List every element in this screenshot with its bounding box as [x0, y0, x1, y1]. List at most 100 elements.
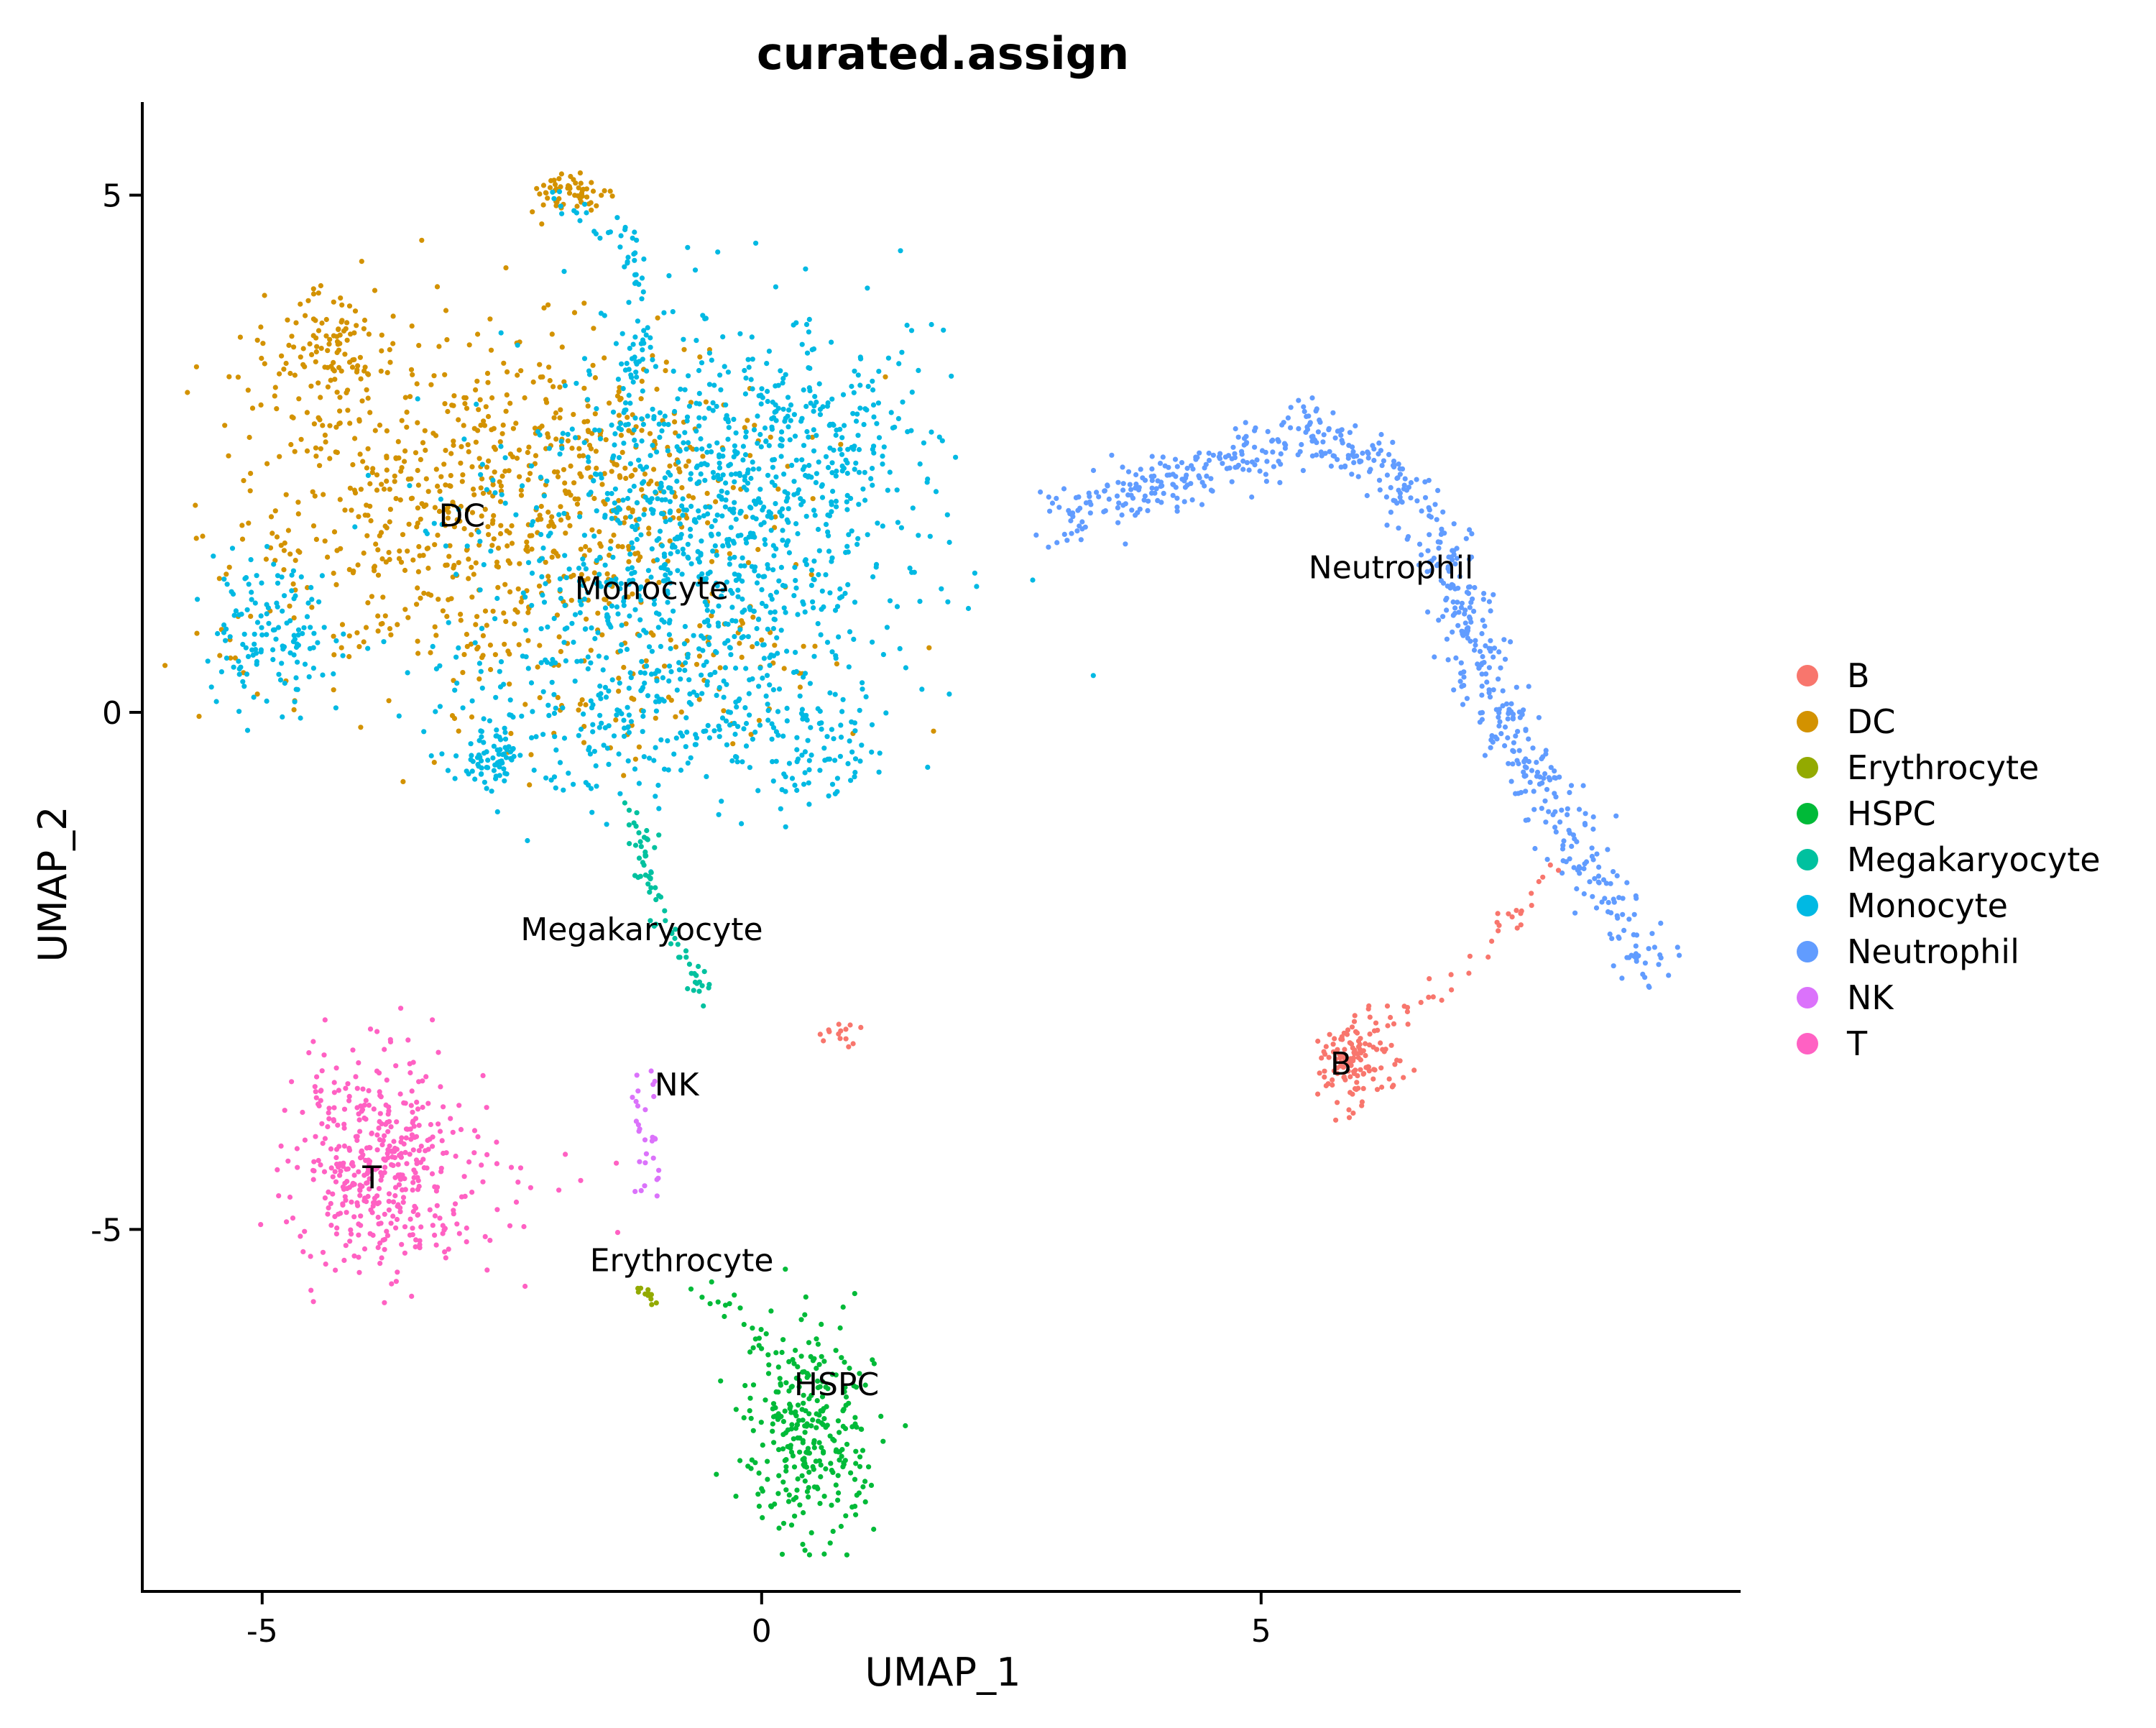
point-monocyte [756, 393, 762, 399]
point-monocyte [757, 431, 763, 438]
point-monocyte [673, 735, 679, 741]
point-neutrophil [1445, 564, 1451, 570]
point-monocyte [949, 373, 954, 379]
point-dc [607, 552, 612, 559]
point-t [475, 1134, 481, 1140]
point-t [378, 1177, 384, 1183]
point-monocyte [640, 337, 646, 343]
point-dc [495, 584, 501, 590]
point-dc [384, 369, 390, 376]
point-dc [374, 472, 380, 478]
point-monocyte [785, 395, 791, 400]
point-neutrophil [1076, 494, 1082, 500]
point-monocyte [604, 745, 611, 751]
point-monocyte [974, 584, 980, 589]
point-t [326, 1116, 332, 1121]
point-dc [349, 364, 356, 370]
point-neutrophil [1102, 488, 1107, 494]
point-t [556, 1187, 562, 1193]
point-dc [479, 476, 485, 482]
point-monocyte [469, 698, 475, 704]
point-nk [651, 1093, 657, 1100]
legend-swatch [1797, 895, 1818, 916]
point-monocyte [498, 330, 504, 336]
point-b [1319, 1055, 1325, 1061]
point-neutrophil [1402, 476, 1408, 482]
point-monocyte [452, 776, 458, 781]
point-monocyte [756, 466, 762, 472]
point-dc [373, 541, 379, 547]
point-dc [420, 553, 426, 559]
point-monocyte [606, 761, 612, 767]
point-monocyte [788, 402, 794, 408]
point-dc [476, 676, 482, 682]
point-neutrophil [1158, 500, 1164, 505]
point-monocyte [627, 488, 633, 494]
point-monocyte [579, 602, 584, 607]
point-monocyte [439, 522, 445, 528]
point-monocyte [320, 672, 326, 678]
point-dc [592, 374, 599, 381]
point-b [1378, 1040, 1383, 1046]
point-dc [625, 415, 630, 420]
point-dc [331, 652, 337, 658]
point-dc [646, 530, 652, 537]
point-neutrophil [1460, 633, 1466, 638]
point-monocyte [596, 571, 602, 577]
point-neutrophil [1419, 508, 1424, 514]
point-dc [462, 400, 468, 407]
point-monocyte [729, 617, 735, 624]
point-nk [638, 1187, 644, 1193]
point-neutrophil [1526, 758, 1532, 765]
point-dc [281, 366, 287, 372]
point-monocyte [501, 751, 507, 757]
point-dc [515, 372, 520, 378]
point-t [436, 1049, 441, 1055]
point-t [356, 1232, 361, 1238]
point-dc [287, 370, 293, 377]
point-monocyte [453, 753, 459, 759]
point-monocyte [623, 422, 629, 428]
point-megakaryocyte [648, 885, 654, 891]
point-dc [614, 462, 619, 468]
point-dc [663, 367, 668, 374]
point-neutrophil [1611, 869, 1616, 875]
point-t [400, 1195, 407, 1200]
point-b [1360, 1085, 1366, 1091]
point-hspc [737, 1458, 743, 1463]
point-dc [292, 449, 298, 454]
point-t [326, 1205, 331, 1210]
point-monocyte [801, 387, 806, 393]
point-neutrophil [1473, 642, 1478, 648]
point-neutrophil [1299, 441, 1304, 448]
point-monocyte [755, 573, 762, 579]
point-neutrophil [1378, 431, 1384, 438]
point-monocyte [743, 434, 749, 440]
point-dc [287, 551, 293, 557]
point-dc [431, 373, 437, 379]
point-monocyte [643, 332, 649, 338]
point-monocyte [897, 645, 903, 652]
point-monocyte [679, 503, 685, 509]
point-dc [259, 355, 264, 362]
point-monocyte [883, 710, 889, 716]
point-hspc [783, 1464, 789, 1470]
point-monocyte [564, 625, 570, 631]
point-monocyte [310, 666, 316, 671]
point-t [420, 1104, 425, 1111]
point-neutrophil [1399, 500, 1405, 505]
point-monocyte [834, 468, 839, 474]
point-monocyte [608, 577, 614, 583]
point-monocyte [550, 189, 556, 195]
point-b [1389, 1084, 1395, 1090]
point-dc [491, 426, 497, 431]
point-monocyte [929, 429, 934, 435]
point-monocyte [660, 675, 666, 681]
point-monocyte [236, 671, 242, 677]
point-monocyte [807, 681, 813, 686]
point-dc [581, 385, 587, 391]
point-dc [576, 453, 583, 459]
point-neutrophil [1094, 490, 1100, 495]
point-neutrophil [1220, 461, 1225, 467]
point-monocyte [300, 630, 305, 637]
